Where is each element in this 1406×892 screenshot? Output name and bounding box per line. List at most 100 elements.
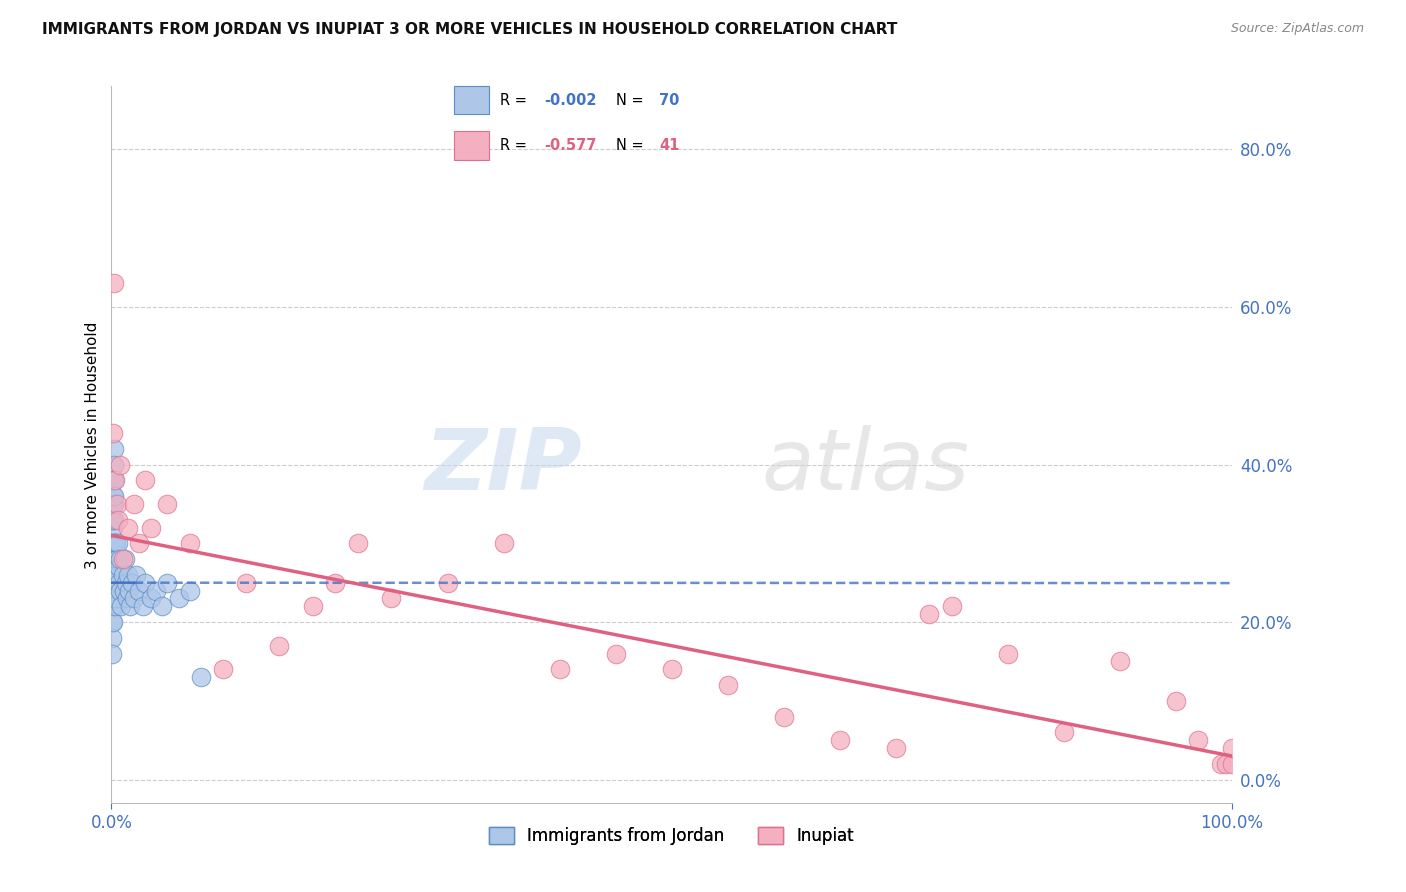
Point (134, 473, 156, 487)
Point (101, 552, 124, 566)
Point (1053, 725, 1076, 739)
Point (101, 552, 124, 566)
Point (179, 536, 201, 550)
Point (1220, 741, 1243, 756)
Point (101, 615, 124, 629)
Point (101, 473, 124, 487)
Point (128, 536, 150, 550)
Point (101, 489, 124, 503)
Text: 70: 70 (659, 93, 681, 108)
Point (101, 575, 124, 590)
Point (134, 575, 156, 590)
Point (101, 425, 124, 440)
Point (101, 536, 124, 550)
Point (1215, 756, 1237, 771)
Point (103, 458, 125, 472)
Point (110, 458, 132, 472)
Point (101, 575, 124, 590)
Point (139, 591, 162, 606)
Point (112, 583, 135, 598)
Point (212, 662, 235, 676)
Point (118, 583, 141, 598)
Point (145, 583, 167, 598)
Point (139, 520, 162, 534)
Text: -0.002: -0.002 (544, 93, 596, 108)
Point (107, 567, 129, 582)
Point (101, 552, 124, 566)
Point (101, 631, 124, 645)
Point (548, 662, 571, 676)
Point (101, 567, 124, 582)
Point (103, 497, 125, 511)
Point (101, 567, 124, 582)
Point (111, 552, 134, 566)
Point (101, 647, 124, 661)
Point (167, 591, 190, 606)
Point (269, 639, 291, 653)
Y-axis label: 3 or more Vehicles in Household: 3 or more Vehicles in Household (86, 321, 100, 568)
Point (101, 591, 124, 606)
Point (1187, 733, 1209, 747)
Point (103, 536, 125, 550)
Point (101, 599, 124, 614)
Point (101, 497, 124, 511)
Point (104, 567, 127, 582)
Point (110, 552, 132, 566)
Point (941, 599, 963, 614)
Point (107, 575, 129, 590)
Text: Source: ZipAtlas.com: Source: ZipAtlas.com (1230, 22, 1364, 36)
Point (101, 536, 124, 550)
Point (117, 520, 139, 534)
Text: -0.577: -0.577 (544, 137, 596, 153)
Point (103, 473, 125, 487)
Point (918, 607, 941, 622)
Point (115, 575, 138, 590)
Text: IMMIGRANTS FROM JORDAN VS INUPIAT 3 OR MORE VEHICLES IN HOUSEHOLD CORRELATION CH: IMMIGRANTS FROM JORDAN VS INUPIAT 3 OR M… (42, 22, 897, 37)
Point (884, 741, 907, 756)
Point (772, 709, 794, 723)
Point (128, 583, 150, 598)
Point (436, 575, 458, 590)
Point (103, 442, 125, 456)
Point (121, 575, 143, 590)
Point (103, 552, 125, 566)
Point (125, 567, 148, 582)
Point (101, 583, 124, 598)
Point (107, 513, 129, 527)
Point (104, 473, 127, 487)
Point (115, 591, 138, 606)
Point (114, 552, 136, 566)
Point (325, 575, 347, 590)
Point (103, 489, 125, 503)
FancyBboxPatch shape (454, 86, 489, 114)
Point (101, 599, 124, 614)
Point (1108, 655, 1130, 669)
Point (828, 733, 851, 747)
Point (104, 560, 127, 574)
Point (104, 552, 127, 566)
Point (117, 567, 139, 582)
Point (103, 473, 125, 487)
FancyBboxPatch shape (454, 131, 489, 160)
Point (190, 670, 212, 684)
Point (104, 575, 127, 590)
Point (1209, 756, 1232, 771)
Point (101, 583, 124, 598)
Point (492, 536, 515, 550)
Point (107, 536, 129, 550)
Point (101, 615, 124, 629)
Point (104, 591, 127, 606)
Point (105, 536, 128, 550)
Point (111, 567, 134, 582)
Point (179, 583, 201, 598)
Point (105, 552, 128, 566)
Point (122, 497, 145, 511)
Point (104, 599, 127, 614)
Point (1164, 694, 1187, 708)
Text: atlas: atlas (761, 425, 969, 508)
Point (132, 599, 155, 614)
Point (235, 575, 257, 590)
Point (108, 560, 131, 574)
Point (347, 536, 370, 550)
Text: ZIP: ZIP (425, 425, 582, 508)
